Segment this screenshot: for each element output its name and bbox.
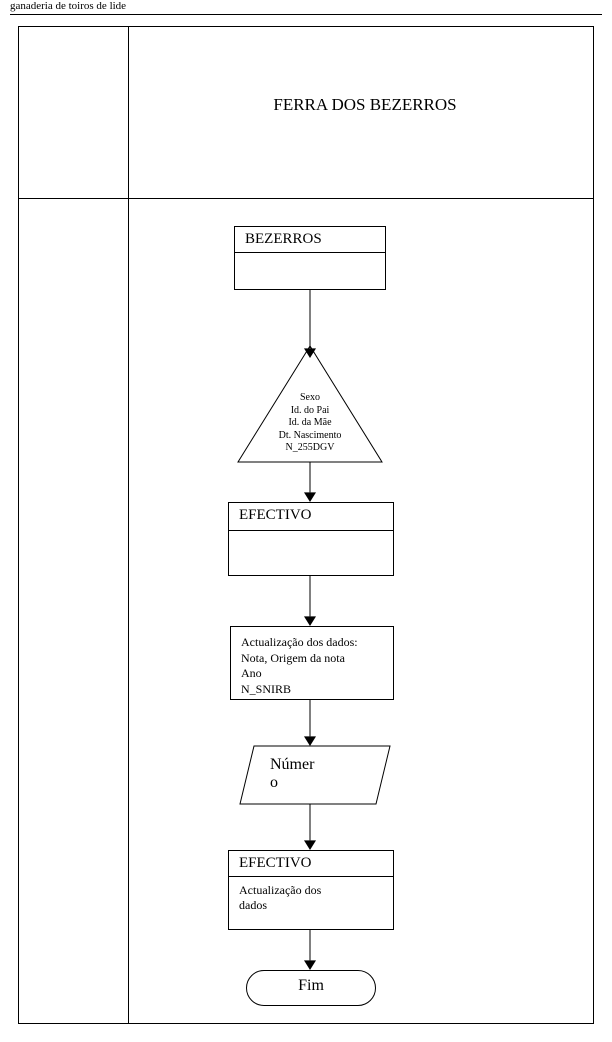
flowchart-canvas: BEZERROS SexoId. do PaiId. da MãeDt. Nas…: [128, 198, 594, 1024]
node-efectivo-2: EFECTIVO Actualização dos dados: [228, 850, 394, 930]
node-efectivo-2-sub: Actualização dos dados: [229, 877, 393, 919]
page-title: FERRA DOS BEZERROS: [145, 95, 585, 115]
node-bezerros: BEZERROS: [234, 226, 386, 290]
node-parallelogram-text: Número: [270, 756, 360, 793]
node-update-rect: Actualização dos dados:Nota, Origem da n…: [230, 626, 394, 700]
node-terminator: Fim: [246, 970, 376, 1006]
node-triangle-text: SexoId. do PaiId. da MãeDt. NascimentoN_…: [255, 392, 365, 455]
node-efectivo-1: EFECTIVO: [228, 502, 394, 576]
header-rule: [10, 14, 602, 15]
node-efectivo-1-label: EFECTIVO: [229, 503, 393, 531]
node-terminator-label: Fim: [298, 977, 324, 994]
page: ganaderia de toiros de lide FERRA DOS BE…: [0, 0, 612, 1042]
header-text: ganaderia de toiros de lide: [10, 0, 126, 12]
node-efectivo-2-label: EFECTIVO: [229, 851, 393, 877]
node-bezerros-label: BEZERROS: [235, 227, 385, 253]
